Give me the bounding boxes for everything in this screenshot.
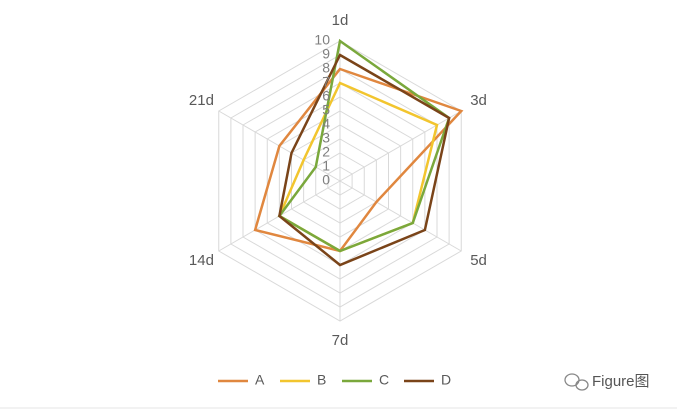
- r-tick-label: 9: [322, 46, 330, 62]
- watermark-icon: [564, 373, 589, 391]
- category-label: 3d: [470, 92, 487, 109]
- category-label: 7d: [332, 332, 349, 349]
- r-tick-label: 0: [322, 172, 330, 188]
- r-tick-label: 5: [322, 102, 330, 118]
- r-tick-label: 10: [314, 32, 330, 48]
- legend-label: C: [379, 372, 389, 388]
- r-tick-label: 1: [322, 158, 330, 174]
- category-label: 1d: [332, 12, 349, 29]
- axis-spoke: [339, 180, 462, 252]
- axis-spoke: [339, 110, 462, 182]
- legend-label: B: [317, 372, 326, 388]
- watermark: Figure图: [592, 373, 650, 390]
- category-label: 21d: [189, 92, 214, 109]
- r-tick-label: 3: [322, 130, 330, 146]
- r-tick-label: 7: [322, 74, 330, 90]
- r-tick-label: 2: [322, 144, 330, 160]
- series-line: [253, 67, 464, 253]
- r-tick-label: 8: [322, 60, 330, 76]
- r-tick-label: 4: [322, 116, 330, 132]
- r-tick-label: 6: [322, 88, 330, 104]
- legend-label: D: [441, 372, 451, 388]
- legend-label: A: [255, 372, 265, 388]
- series-line: [278, 53, 451, 267]
- category-label: 5d: [470, 252, 487, 269]
- category-label: 14d: [189, 252, 214, 269]
